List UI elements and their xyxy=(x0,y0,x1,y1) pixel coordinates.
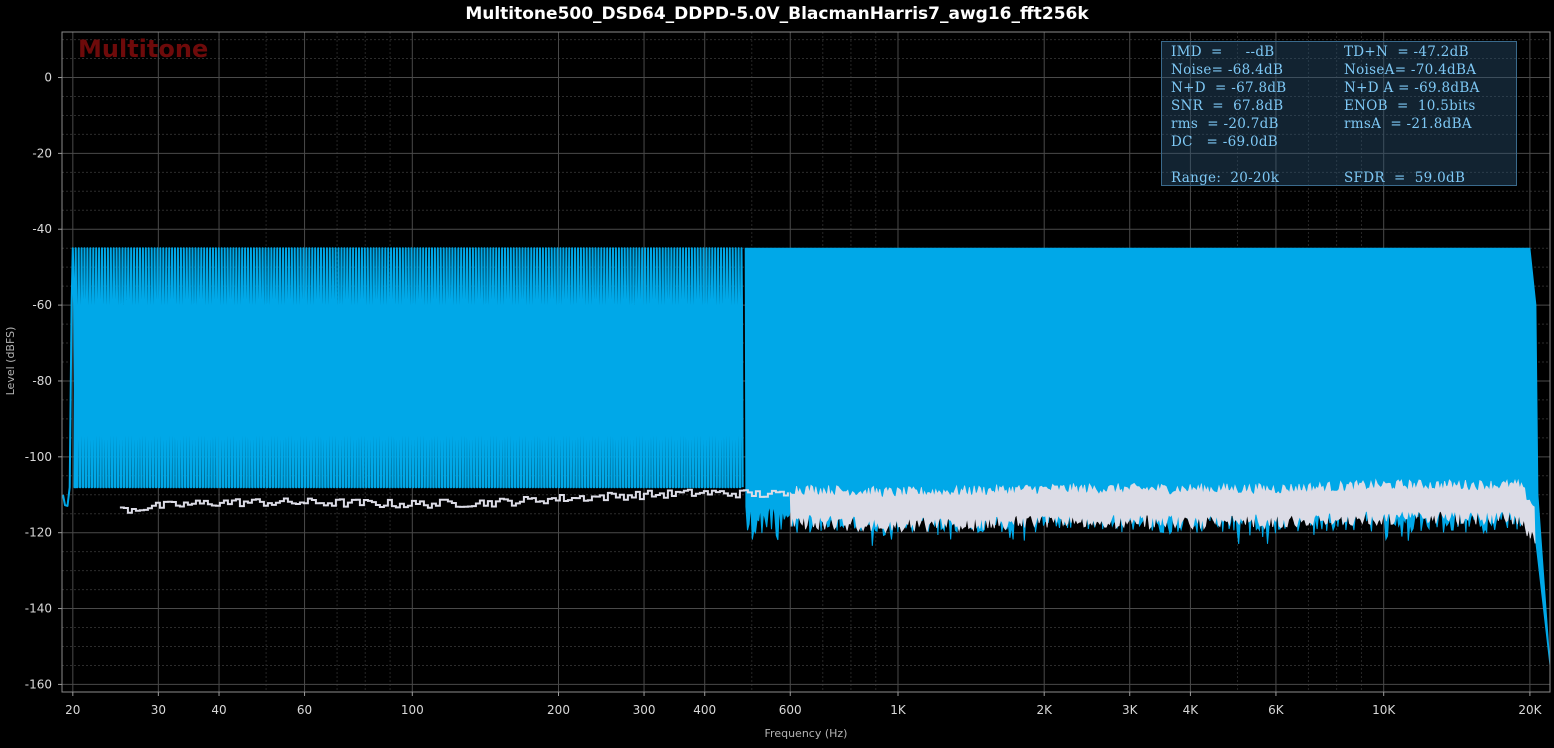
stat-left-3: SNR = 67.8dB xyxy=(1171,98,1284,114)
y-tick-label: -100 xyxy=(25,450,52,464)
x-tick-label: 10K xyxy=(1372,703,1396,717)
chart-title: Multitone500_DSD64_DDPD-5.0V_BlacmanHarr… xyxy=(465,4,1089,24)
stat-left-0: IMD = --dB xyxy=(1171,44,1275,60)
x-tick-label: 600 xyxy=(779,703,802,717)
y-tick-label: -120 xyxy=(25,526,52,540)
x-tick-label: 200 xyxy=(547,703,570,717)
y-tick-label: -60 xyxy=(32,298,52,312)
y-tick-label: 0 xyxy=(44,71,52,85)
y-axis-ticks: 0 -20 -40 -60 -80 -100 -120 -140 -160 xyxy=(25,71,62,691)
stat-left-5: DC = -69.0dB xyxy=(1171,134,1279,150)
stat-left-1: Noise= -68.4dB xyxy=(1171,62,1284,78)
stat-right-7: SFDR = 59.0dB xyxy=(1344,170,1466,186)
stat-right-0: TD+N = -47.2dB xyxy=(1344,44,1469,60)
y-tick-label: -80 xyxy=(32,374,52,388)
x-tick-label: 2K xyxy=(1036,703,1053,717)
x-tick-label: 20 xyxy=(65,703,80,717)
stat-right-3: ENOB = 10.5bits xyxy=(1344,98,1476,114)
x-tick-label: 1K xyxy=(890,703,907,717)
y-axis-label: Level (dBFS) xyxy=(4,327,17,396)
y-tick-label: -40 xyxy=(32,222,52,236)
plot-frame xyxy=(61,31,1551,693)
stat-left-4: rms = -20.7dB xyxy=(1171,116,1279,132)
spectrum-line xyxy=(62,247,744,507)
watermark-label: Multitone xyxy=(78,35,208,63)
x-tick-label: 300 xyxy=(633,703,656,717)
stat-right-2: N+D A = -69.8dBA xyxy=(1344,80,1480,96)
noise-floor-band xyxy=(789,478,1536,544)
x-tick-label: 30 xyxy=(151,703,166,717)
x-tick-label: 4K xyxy=(1183,703,1200,717)
x-tick-label: 6K xyxy=(1268,703,1285,717)
stat-left-2: N+D = -67.8dB xyxy=(1171,80,1287,96)
x-tick-label: 100 xyxy=(401,703,424,717)
y-tick-label: -20 xyxy=(32,146,52,160)
spectrum-dense-fill xyxy=(744,247,1551,666)
measurement-stats-panel: IMD = --dB TD+N = -47.2dB Noise= -68.4dB No… xyxy=(1161,41,1517,186)
x-tick-label: 20K xyxy=(1518,703,1542,717)
x-tick-label: 3K xyxy=(1122,703,1139,717)
x-tick-label: 400 xyxy=(693,703,716,717)
x-axis-label: Frequency (Hz) xyxy=(765,727,848,740)
stat-right-1: NoiseA= -70.4dBA xyxy=(1344,62,1477,78)
y-tick-label: -160 xyxy=(25,677,52,691)
y-tick-label: -140 xyxy=(25,602,52,616)
noise-floor-line xyxy=(119,488,789,514)
stat-left-7: Range: 20-20k xyxy=(1171,170,1280,186)
x-tick-label: 60 xyxy=(297,703,312,717)
stat-right-4: rmsA = -21.8dBA xyxy=(1344,116,1472,132)
x-axis-ticks: 20 30 40 60 100 200 300 400 600 1K 2K 3K 4K 6K 10K 20K xyxy=(65,692,1543,717)
x-tick-label: 40 xyxy=(211,703,226,717)
noise-floor-series xyxy=(119,478,1536,544)
